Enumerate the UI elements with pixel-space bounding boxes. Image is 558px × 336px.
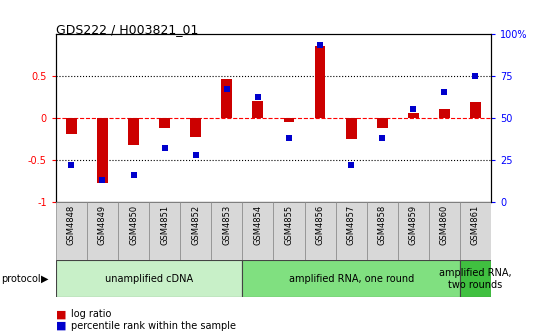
Text: GDS222 / H003821_01: GDS222 / H003821_01: [56, 24, 198, 37]
Bar: [222, 79, 232, 118]
Point: [160, 145, 169, 151]
Text: log ratio: log ratio: [71, 309, 112, 319]
Point: [222, 86, 231, 92]
Text: unamplified cDNA: unamplified cDNA: [105, 274, 193, 284]
Point: [67, 162, 76, 167]
Bar: [273, 202, 305, 260]
Text: GSM4849: GSM4849: [98, 205, 107, 245]
Bar: [408, 114, 418, 118]
Bar: [211, 202, 242, 260]
Point: [378, 135, 387, 140]
Bar: [242, 202, 273, 260]
Bar: [128, 118, 139, 145]
Bar: [87, 202, 118, 260]
Text: protocol: protocol: [1, 274, 41, 284]
Bar: [149, 202, 180, 260]
Bar: [252, 101, 263, 118]
Text: GSM4854: GSM4854: [253, 205, 262, 245]
Point: [253, 95, 262, 100]
Text: GSM4851: GSM4851: [160, 205, 169, 245]
Text: percentile rank within the sample: percentile rank within the sample: [71, 321, 237, 331]
Bar: [429, 202, 460, 260]
Text: GSM4850: GSM4850: [129, 205, 138, 245]
Bar: [283, 118, 295, 122]
Text: ■: ■: [56, 309, 66, 319]
Text: GSM4861: GSM4861: [471, 205, 480, 245]
Point: [347, 162, 355, 167]
Bar: [66, 118, 77, 134]
Text: GSM4853: GSM4853: [222, 205, 231, 245]
Bar: [460, 202, 491, 260]
Bar: [190, 118, 201, 137]
Point: [440, 90, 449, 95]
Bar: [335, 202, 367, 260]
Bar: [56, 260, 242, 297]
Bar: [367, 202, 398, 260]
Bar: [118, 202, 149, 260]
Point: [316, 43, 325, 48]
Text: ■: ■: [56, 321, 66, 331]
Bar: [97, 118, 108, 183]
Bar: [460, 260, 491, 297]
Bar: [305, 202, 335, 260]
Bar: [242, 260, 460, 297]
Bar: [56, 202, 87, 260]
Text: GSM4852: GSM4852: [191, 205, 200, 245]
Text: GSM4857: GSM4857: [347, 205, 355, 245]
Text: GSM4859: GSM4859: [409, 205, 418, 245]
Bar: [346, 118, 357, 138]
Text: GSM4856: GSM4856: [316, 205, 325, 245]
Point: [191, 152, 200, 157]
Bar: [180, 202, 211, 260]
Point: [129, 172, 138, 177]
Text: GSM4858: GSM4858: [378, 205, 387, 245]
Text: amplified RNA, one round: amplified RNA, one round: [288, 274, 414, 284]
Bar: [377, 118, 388, 128]
Point: [471, 73, 480, 78]
Point: [409, 107, 418, 112]
Text: GSM4860: GSM4860: [440, 205, 449, 245]
Bar: [159, 118, 170, 128]
Bar: [470, 102, 481, 118]
Point: [285, 135, 294, 140]
Point: [98, 177, 107, 182]
Bar: [398, 202, 429, 260]
Text: ▶: ▶: [41, 274, 48, 284]
Text: GSM4855: GSM4855: [285, 205, 294, 245]
Bar: [315, 46, 325, 118]
Text: GSM4848: GSM4848: [67, 205, 76, 245]
Bar: [439, 109, 450, 118]
Text: amplified RNA,
two rounds: amplified RNA, two rounds: [439, 268, 512, 290]
